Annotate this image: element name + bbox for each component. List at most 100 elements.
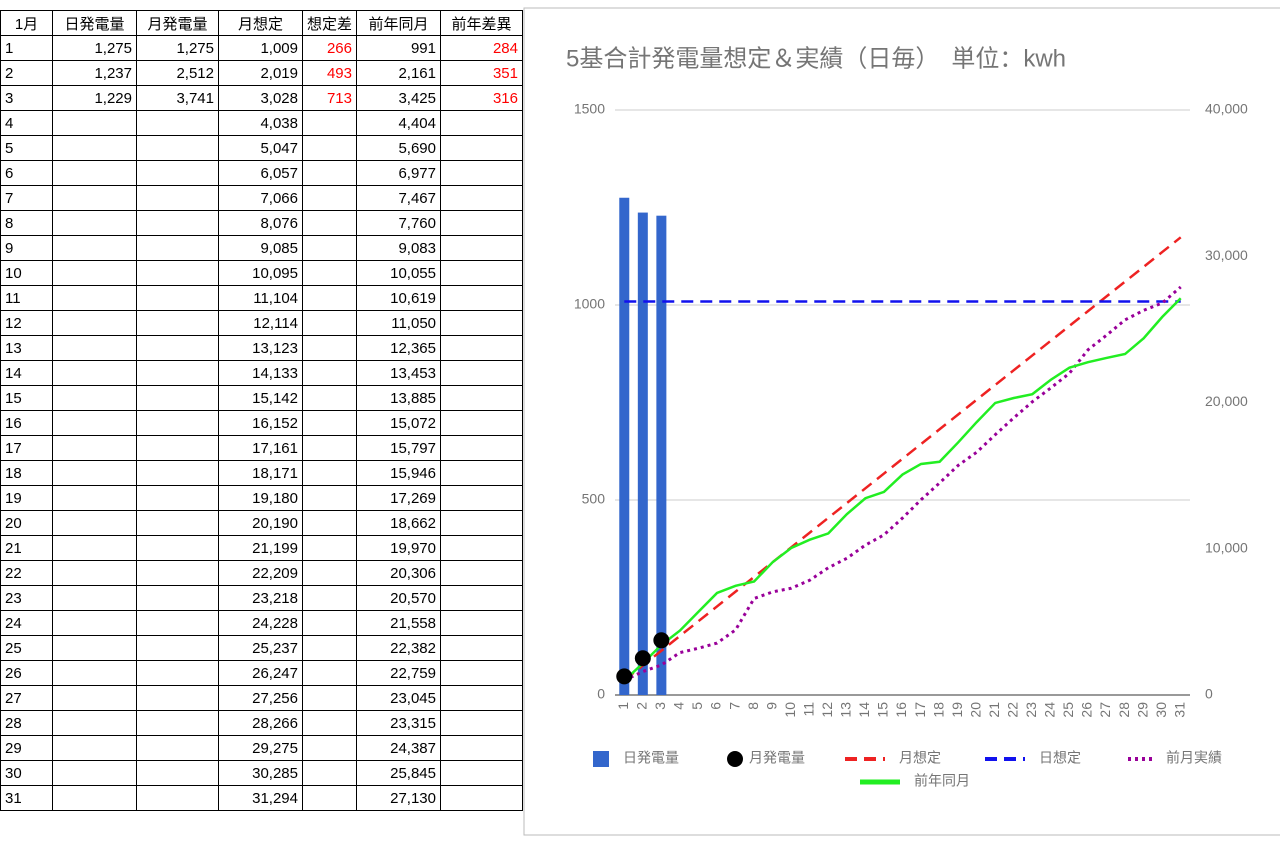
row: 16 16,152 15,072 <box>0 410 523 436</box>
row: 13 13,123 12,365 <box>0 335 523 361</box>
row: 28 28,266 23,315 <box>0 710 523 736</box>
x-tick-label: 25 <box>1060 702 1076 718</box>
x-tick-label: 27 <box>1097 702 1113 718</box>
cell: 15,946 <box>356 460 441 486</box>
row: 27 27,256 23,045 <box>0 685 523 711</box>
line <box>623 297 1182 682</box>
cell: 1,229 <box>52 85 137 111</box>
x-tick-label: 6 <box>708 702 724 710</box>
cell: 22,759 <box>356 660 441 686</box>
x-tick-label: 26 <box>1079 702 1095 718</box>
y2-tick-label: 0 <box>1205 686 1213 702</box>
cell: 11,104 <box>218 285 303 311</box>
cell <box>136 410 219 436</box>
cell <box>136 510 219 536</box>
y-tick-label: 500 <box>582 491 606 507</box>
x-tick-label: 14 <box>856 702 872 718</box>
row: 6 6,057 6,977 <box>0 160 523 186</box>
cell <box>136 310 219 336</box>
cell: 27,256 <box>218 685 303 711</box>
cell: 22 <box>0 560 53 586</box>
cell: 25 <box>0 635 53 661</box>
chart-title: 5基合計発電量想定＆実績（日毎） 単位：kwh <box>566 45 1066 72</box>
row: 1 1,275 1,275 1,009 266 991 284 <box>0 35 523 61</box>
cell <box>136 210 219 236</box>
cell: 16 <box>0 410 53 436</box>
cell: 351 <box>440 60 523 86</box>
x-tick-label: 13 <box>838 702 854 718</box>
cell: 991 <box>356 35 441 61</box>
x-tick-label: 8 <box>745 702 761 710</box>
cell: 22,209 <box>218 560 303 586</box>
x-tick-label: 15 <box>875 702 891 718</box>
point <box>634 650 651 667</box>
cell: 15,142 <box>218 385 303 411</box>
x-tick-label: 2 <box>634 702 650 710</box>
x-tick-label: 31 <box>1171 702 1187 718</box>
row: 18 18,171 15,946 <box>0 460 523 486</box>
row: 21 21,199 19,970 <box>0 535 523 561</box>
cell: 5,690 <box>356 135 441 161</box>
x-tick-label: 29 <box>1134 702 1150 718</box>
y-tick-label: 0 <box>597 686 605 702</box>
row: 26 26,247 22,759 <box>0 660 523 686</box>
cell <box>52 310 137 336</box>
row: 5 5,047 5,690 <box>0 135 523 161</box>
row: 4 4,038 4,404 <box>0 110 523 136</box>
x-tick-label: 23 <box>1023 702 1039 718</box>
cell: 5,047 <box>218 135 303 161</box>
header-row: 1月 日発電量 月発電量 月想定 想定差 前年同月 前年差異 <box>0 10 523 36</box>
row: 14 14,133 13,453 <box>0 360 523 386</box>
cell <box>440 785 523 811</box>
cell <box>136 285 219 311</box>
cell <box>302 760 357 786</box>
cell: 316 <box>440 85 523 111</box>
bar <box>656 215 667 695</box>
cell: 8,076 <box>218 210 303 236</box>
cell <box>440 110 523 136</box>
row: 29 29,275 24,387 <box>0 735 523 761</box>
x-tick-label: 9 <box>763 702 779 710</box>
point <box>616 668 633 685</box>
cell <box>440 360 523 386</box>
cell <box>136 785 219 811</box>
cell <box>136 760 219 786</box>
cell <box>302 210 357 236</box>
x-tick-label: 10 <box>782 702 798 718</box>
cell: 29,275 <box>218 735 303 761</box>
cell: 1,275 <box>136 35 219 61</box>
cell <box>440 260 523 286</box>
cell: 9,085 <box>218 235 303 261</box>
row: 25 25,237 22,382 <box>0 635 523 661</box>
cell: 31 <box>0 785 53 811</box>
cell: 12,114 <box>218 310 303 336</box>
cell: 2,512 <box>136 60 219 86</box>
cell: 22,382 <box>356 635 441 661</box>
cell: 17,269 <box>356 485 441 511</box>
legend-label: 日発電量 <box>623 750 679 766</box>
cell: 15 <box>0 385 53 411</box>
y-tick-label: 1000 <box>574 296 605 312</box>
legend-label: 日想定 <box>1039 750 1081 766</box>
cell: 27,130 <box>356 785 441 811</box>
cell <box>440 185 523 211</box>
row: 30 30,285 25,845 <box>0 760 523 786</box>
cell: 19,180 <box>218 485 303 511</box>
cell <box>302 435 357 461</box>
cell: 18 <box>0 460 53 486</box>
cell <box>440 335 523 361</box>
cell <box>440 385 523 411</box>
cell <box>136 435 219 461</box>
x-tick-label: 12 <box>819 702 835 718</box>
cell: 18,662 <box>356 510 441 536</box>
x-tick-label: 20 <box>967 702 983 718</box>
cell: 19,970 <box>356 535 441 561</box>
cell: 28 <box>0 710 53 736</box>
cell <box>52 185 137 211</box>
cell <box>440 585 523 611</box>
cell <box>136 585 219 611</box>
row: 24 24,228 21,558 <box>0 610 523 636</box>
x-tick-label: 24 <box>1042 702 1058 718</box>
cell: 713 <box>302 85 357 111</box>
